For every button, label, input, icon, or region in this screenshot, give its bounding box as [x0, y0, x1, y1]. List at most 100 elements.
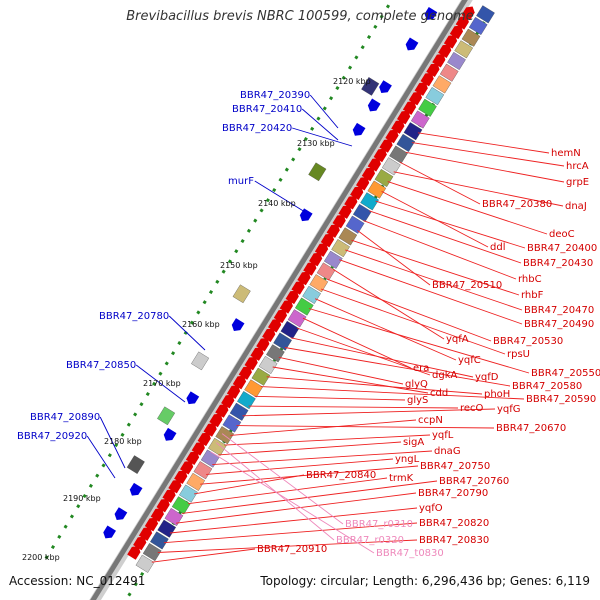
feature-box-rect — [461, 28, 481, 47]
genome-backbone — [89, 0, 473, 600]
leader-right — [399, 161, 481, 205]
reverse-gene-arrow — [186, 391, 200, 405]
gene-label-left: BBR47_20780 — [99, 311, 169, 322]
gene-label-right: yqfO — [419, 503, 443, 514]
feature-box-rect — [439, 63, 459, 82]
leader-right — [357, 230, 431, 286]
left-feature-rect — [308, 162, 327, 182]
gene-label-right: yngL — [395, 454, 420, 465]
gene-label-right: yqfC — [458, 355, 481, 366]
leader-right — [181, 480, 438, 514]
feature-box — [410, 110, 430, 129]
feature-box — [454, 40, 474, 59]
reverse-gene-arrow — [114, 507, 128, 521]
feature-box — [186, 472, 206, 491]
feature-box — [135, 554, 155, 573]
reverse-gene-arrow — [129, 482, 143, 496]
feature-box-rect — [164, 508, 184, 526]
leader-right — [296, 327, 431, 376]
leader-left — [99, 416, 126, 469]
left-feature-box — [361, 77, 380, 96]
feature-box — [294, 297, 314, 316]
backbone-line — [90, 0, 468, 600]
gene-label-left: BBR47_20420 — [222, 123, 292, 134]
tick-label: 2140 kbp — [258, 199, 296, 208]
leader-left — [301, 108, 339, 141]
leader-left — [135, 364, 186, 403]
reverse-gene-shape — [352, 122, 366, 136]
gene-label-right: dnaG — [434, 446, 461, 457]
reverse-gene-arrow — [379, 80, 392, 94]
gene-label-right: dgkA — [432, 370, 457, 381]
gene-label-right: recO — [460, 403, 484, 414]
leader-right — [206, 458, 394, 475]
left-feature-rect — [157, 406, 176, 426]
leader-right — [314, 298, 457, 361]
forward-gene-arrow — [127, 546, 141, 560]
leader-right — [320, 288, 506, 355]
leader-right — [417, 132, 550, 154]
gene-label-right: BBR47_20830 — [419, 535, 489, 546]
feature-box-rect — [294, 297, 314, 316]
feature-box — [251, 367, 271, 386]
gene-label-right: grpE — [566, 177, 589, 188]
forward-gene-shape — [127, 546, 141, 560]
gene-label-rna: BBR47_r0320 — [336, 535, 404, 546]
leader-right — [332, 269, 445, 340]
gene-label-right: rhbC — [518, 274, 542, 285]
feature-box — [222, 414, 242, 433]
leader-right — [278, 356, 404, 385]
tick-label: 2130 kbp — [297, 139, 335, 148]
feature-box — [273, 332, 292, 351]
gene-label-right: glyS — [407, 395, 428, 406]
gene-label-right: BBR47_20400 — [527, 243, 597, 254]
gene-label-right: BBR47_20580 — [512, 381, 582, 392]
gene-label-left: BBR47_20890 — [30, 412, 100, 423]
feature-box-rect — [345, 215, 365, 234]
feature-box-rect — [179, 484, 198, 503]
left-feature-box — [308, 162, 327, 182]
reverse-gene-shape — [114, 507, 128, 521]
feature-box — [164, 508, 184, 526]
reverse-gene-shape — [367, 98, 381, 112]
gene-label-right: BBR47_20670 — [496, 423, 566, 434]
leader-rna — [221, 433, 344, 525]
gene-label-right: BBR47_20430 — [523, 258, 593, 269]
leader-right — [266, 376, 483, 395]
reverse-gene-shape — [405, 37, 419, 51]
reverse-gene-shape — [103, 525, 116, 539]
feature-box-rect — [381, 157, 401, 176]
feature-box-rect — [237, 391, 256, 410]
feature-box-rect — [287, 309, 307, 328]
feature-box-rect — [389, 145, 408, 164]
leader-left — [309, 94, 339, 129]
leader-right — [260, 386, 525, 400]
gene-label-right: era — [413, 363, 429, 374]
feature-box-rect — [425, 87, 445, 106]
tick-label: 2150 kbp — [220, 261, 258, 270]
leader-right — [248, 405, 459, 409]
feature-box-rect — [410, 110, 430, 129]
leader-right — [272, 366, 429, 394]
gene-label-right: deoC — [549, 229, 575, 240]
leader-right — [236, 425, 495, 429]
leader-left — [86, 435, 116, 479]
leader-right — [290, 337, 474, 378]
feature-box-rect — [367, 180, 387, 199]
leader-right — [242, 408, 496, 417]
feature-box — [208, 437, 227, 456]
reverse-gene-arrow — [367, 98, 381, 112]
tick-label: 2160 kbp — [182, 320, 220, 329]
reverse-gene-arrow — [352, 122, 366, 136]
feature-box-rect — [454, 40, 474, 59]
reverse-gene-shape — [424, 7, 438, 20]
feature-box-rect — [468, 17, 488, 35]
feature-box — [331, 239, 350, 258]
leader-right — [411, 142, 565, 167]
reverse-gene-arrow — [163, 427, 177, 441]
feature-box — [476, 5, 495, 24]
gene-label-right: dnaJ — [565, 201, 587, 212]
feature-box — [309, 274, 329, 293]
tick-label: 2170 kbp — [143, 379, 181, 388]
